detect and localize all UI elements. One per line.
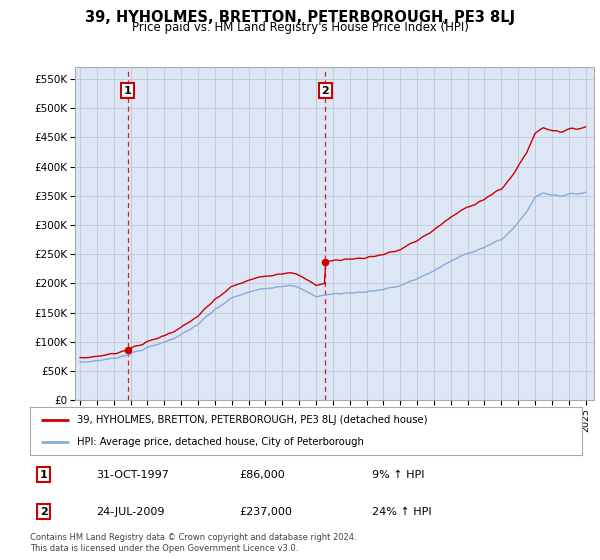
Text: HPI: Average price, detached house, City of Peterborough: HPI: Average price, detached house, City… xyxy=(77,437,364,447)
Text: Price paid vs. HM Land Registry's House Price Index (HPI): Price paid vs. HM Land Registry's House … xyxy=(131,21,469,34)
Text: 1: 1 xyxy=(40,470,47,479)
Text: 9% ↑ HPI: 9% ↑ HPI xyxy=(372,470,425,479)
Text: 39, HYHOLMES, BRETTON, PETERBOROUGH, PE3 8LJ: 39, HYHOLMES, BRETTON, PETERBOROUGH, PE3… xyxy=(85,10,515,25)
Text: 1: 1 xyxy=(124,86,131,96)
Text: £86,000: £86,000 xyxy=(240,470,286,479)
Text: 2: 2 xyxy=(322,86,329,96)
Text: 2: 2 xyxy=(40,507,47,517)
Text: 24% ↑ HPI: 24% ↑ HPI xyxy=(372,507,432,517)
Text: Contains HM Land Registry data © Crown copyright and database right 2024.
This d: Contains HM Land Registry data © Crown c… xyxy=(30,533,356,553)
Text: 24-JUL-2009: 24-JUL-2009 xyxy=(96,507,165,517)
Point xyxy=(320,258,330,267)
Text: 31-OCT-1997: 31-OCT-1997 xyxy=(96,470,169,479)
Text: £237,000: £237,000 xyxy=(240,507,293,517)
Text: 39, HYHOLMES, BRETTON, PETERBOROUGH, PE3 8LJ (detached house): 39, HYHOLMES, BRETTON, PETERBOROUGH, PE3… xyxy=(77,415,427,425)
Point xyxy=(123,346,133,354)
